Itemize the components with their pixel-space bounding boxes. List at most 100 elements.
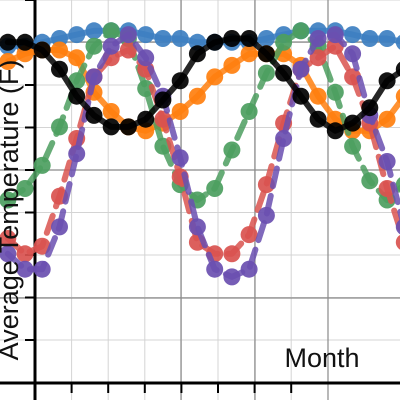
data-point	[223, 56, 241, 74]
data-point	[137, 80, 155, 97]
data-point	[33, 156, 51, 174]
data-point	[171, 72, 189, 90]
data-point	[326, 26, 344, 44]
data-point	[240, 260, 258, 278]
data-point	[188, 45, 206, 63]
data-point	[51, 41, 68, 59]
data-point	[33, 237, 51, 255]
data-point	[68, 87, 86, 105]
data-point	[257, 176, 275, 194]
data-point	[206, 68, 224, 86]
data-point	[137, 49, 155, 67]
data-point	[188, 87, 206, 105]
data-point	[395, 34, 400, 50]
data-point	[16, 180, 34, 197]
data-point	[361, 30, 379, 47]
data-point	[119, 118, 137, 136]
data-point	[240, 30, 258, 47]
data-point	[223, 141, 241, 159]
series-5	[0, 26, 400, 286]
data-point	[292, 60, 310, 78]
data-point	[292, 22, 310, 40]
data-point	[240, 103, 258, 120]
data-point	[0, 191, 17, 209]
data-point	[257, 64, 275, 82]
data-point	[102, 118, 120, 136]
data-point	[257, 30, 275, 47]
data-point	[206, 180, 224, 197]
data-point	[102, 103, 120, 120]
data-point	[240, 45, 258, 63]
data-point	[85, 68, 103, 86]
data-point	[0, 53, 17, 70]
data-point	[275, 130, 293, 147]
data-point	[257, 45, 275, 63]
data-point	[16, 245, 34, 263]
data-point	[0, 245, 17, 263]
data-point	[292, 87, 310, 105]
data-point	[223, 30, 241, 47]
data-point	[33, 41, 51, 59]
data-point	[344, 137, 362, 155]
data-point	[102, 22, 120, 40]
data-point	[0, 230, 17, 247]
data-point	[171, 30, 189, 47]
data-point	[68, 26, 86, 44]
data-point	[257, 206, 275, 224]
data-point	[102, 37, 120, 55]
data-point	[344, 26, 362, 44]
data-point	[309, 87, 327, 105]
data-point	[326, 83, 344, 101]
data-point	[68, 49, 86, 67]
data-point	[344, 68, 362, 86]
data-point	[188, 218, 206, 236]
data-point	[51, 218, 68, 236]
data-point	[275, 64, 293, 82]
data-point	[344, 114, 362, 132]
data-point	[119, 41, 137, 59]
data-point	[395, 219, 400, 235]
data-point	[51, 60, 68, 78]
data-point	[154, 110, 172, 128]
data-point	[378, 153, 396, 170]
data-point	[33, 260, 51, 278]
data-point	[0, 33, 17, 51]
data-point	[171, 103, 189, 120]
data-point	[85, 37, 103, 55]
data-point	[361, 172, 379, 190]
data-point	[16, 260, 34, 278]
data-point	[16, 33, 34, 51]
series-layer	[0, 22, 400, 286]
data-point	[240, 226, 258, 244]
data-point	[378, 30, 396, 47]
y-axis-label: Average Temperature (F)	[0, 60, 24, 361]
data-point	[223, 268, 241, 286]
data-point	[137, 26, 155, 44]
data-point	[395, 234, 400, 250]
data-point	[395, 88, 400, 104]
data-point	[275, 33, 293, 51]
data-point	[395, 61, 400, 77]
data-point	[378, 110, 396, 128]
data-point	[361, 99, 379, 117]
data-point	[85, 106, 103, 124]
data-point	[378, 72, 396, 90]
data-point	[119, 26, 137, 44]
data-point	[68, 145, 86, 163]
data-point	[171, 149, 189, 167]
data-point	[137, 110, 155, 128]
data-point	[344, 45, 362, 63]
series-6	[0, 30, 400, 140]
data-point	[223, 245, 241, 263]
data-point	[51, 118, 68, 136]
data-point	[85, 22, 103, 40]
data-point	[309, 49, 327, 67]
data-point	[206, 260, 224, 278]
data-point	[154, 30, 172, 47]
data-point	[206, 33, 224, 51]
data-point	[154, 91, 172, 109]
data-point	[309, 30, 327, 47]
data-point	[309, 110, 327, 128]
x-axis-label: Month	[284, 343, 359, 373]
